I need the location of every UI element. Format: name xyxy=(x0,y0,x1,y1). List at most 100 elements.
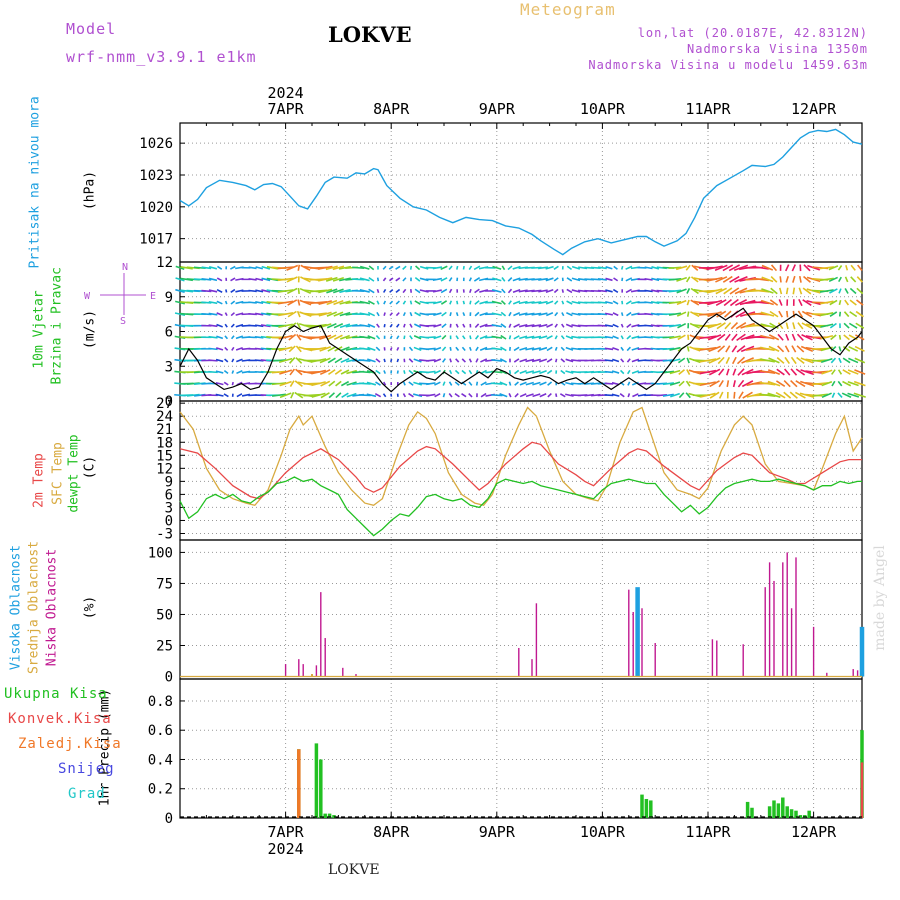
wind-arrow xyxy=(442,358,446,363)
wind-arrow xyxy=(828,265,839,271)
wind-arrow xyxy=(426,393,436,397)
wind-arrow xyxy=(752,265,769,270)
wind-arrow xyxy=(849,311,858,318)
wind-arrow xyxy=(402,265,407,270)
wind-arrow xyxy=(261,277,271,282)
wind-arrow xyxy=(434,393,441,398)
wind-arrow xyxy=(441,334,447,340)
wind-arrow xyxy=(389,289,394,293)
wind-arrow xyxy=(560,369,566,375)
wind-arrow xyxy=(565,358,574,363)
wind-arrow xyxy=(454,381,460,386)
wind-arrow xyxy=(175,300,185,305)
wind-arrow xyxy=(236,381,243,386)
wind-arrow xyxy=(848,345,859,352)
y-tick-label: 75 xyxy=(156,576,173,592)
wind-arrow xyxy=(644,266,653,270)
wind-arrow xyxy=(449,358,452,363)
wind-arrow xyxy=(507,277,513,282)
wind-arrow xyxy=(500,323,507,329)
wind-arrow xyxy=(328,380,336,387)
cloud-bar xyxy=(716,640,718,677)
wind-arrow xyxy=(792,287,796,295)
wind-arrow xyxy=(366,393,377,398)
wind-arrow xyxy=(297,299,301,306)
wind-arrow xyxy=(714,264,728,271)
wind-arrow xyxy=(260,312,271,316)
wind-arrow xyxy=(208,347,218,351)
cloud-bar xyxy=(324,638,326,677)
wind-arrow xyxy=(691,264,699,271)
wind-arrow xyxy=(707,334,722,341)
wind-arrow xyxy=(670,392,680,398)
wind-arrow xyxy=(414,300,421,305)
wind-arrow xyxy=(339,311,351,317)
wind-arrow xyxy=(216,300,223,305)
y-tick-label: 0 xyxy=(165,513,173,529)
cloud-bar xyxy=(782,562,784,677)
wind-arrow xyxy=(686,346,690,352)
wind-arrow xyxy=(819,289,834,293)
precip-legend-snow: Snijeg xyxy=(58,761,115,777)
date-label-top: 8APR xyxy=(373,100,410,118)
wind-arrow xyxy=(838,357,842,364)
wind-arrow xyxy=(215,358,224,363)
wind-arrow xyxy=(531,347,542,351)
wind-arrow xyxy=(538,335,548,340)
cloud-bar xyxy=(311,674,313,677)
wind-arrow xyxy=(644,301,653,304)
wind-arrow xyxy=(604,324,614,328)
wind-arrow xyxy=(230,288,236,294)
wind-arrow xyxy=(838,311,842,317)
y-tick-label: 0 xyxy=(165,811,173,827)
wind-arrow xyxy=(531,289,542,293)
wind-arrow xyxy=(225,289,228,293)
precip-bar xyxy=(640,794,644,818)
wind-arrow xyxy=(829,288,838,294)
wind-arrow xyxy=(525,324,535,328)
cloud-bar xyxy=(768,562,771,677)
wind-arrow xyxy=(677,357,686,364)
wind-arrow xyxy=(812,393,828,397)
precip-bar xyxy=(785,806,789,818)
wind-arrow xyxy=(296,322,302,330)
wind-arrow xyxy=(359,277,370,282)
wind-arrow xyxy=(491,382,503,385)
date-label-bottom: 11APR xyxy=(685,823,731,841)
wind-arrow xyxy=(708,368,721,376)
wind-arrow xyxy=(627,381,631,386)
wind-arrow xyxy=(454,369,460,375)
wind-arrow xyxy=(409,265,413,270)
wind-arrow xyxy=(718,380,724,388)
wind-arrow xyxy=(841,392,852,398)
wind-arrows xyxy=(174,264,866,399)
wind-arrow xyxy=(367,323,376,328)
precip-bar xyxy=(314,743,319,818)
wind-arrow xyxy=(620,323,624,328)
wind-arrow xyxy=(327,334,337,341)
wind-arrow xyxy=(843,322,850,329)
wind-arrow xyxy=(491,300,502,305)
wind-arrow xyxy=(554,323,558,328)
wind-arrow xyxy=(217,265,223,270)
wind-arrow xyxy=(676,288,687,294)
wind-arrow xyxy=(678,380,685,387)
wind-arrow xyxy=(216,288,223,293)
wind-arrow xyxy=(597,266,607,270)
wind-arrow xyxy=(448,381,453,386)
wind-arrow xyxy=(532,393,541,398)
wind-arrow xyxy=(687,334,690,340)
wind-arrow xyxy=(461,358,466,363)
wind-arrow xyxy=(797,310,804,318)
wind-arrow xyxy=(382,288,387,293)
wind-arrow xyxy=(742,391,753,399)
wind-arrow xyxy=(566,300,573,305)
wind-arrow xyxy=(709,391,720,399)
wind-arrow xyxy=(612,312,619,317)
wind-arrow xyxy=(455,358,460,363)
wind-arrow xyxy=(310,346,327,352)
wind-arrow xyxy=(731,345,738,353)
wind-arrow xyxy=(294,380,303,387)
wind-arrow xyxy=(333,334,343,341)
wind-arrow xyxy=(767,380,781,387)
